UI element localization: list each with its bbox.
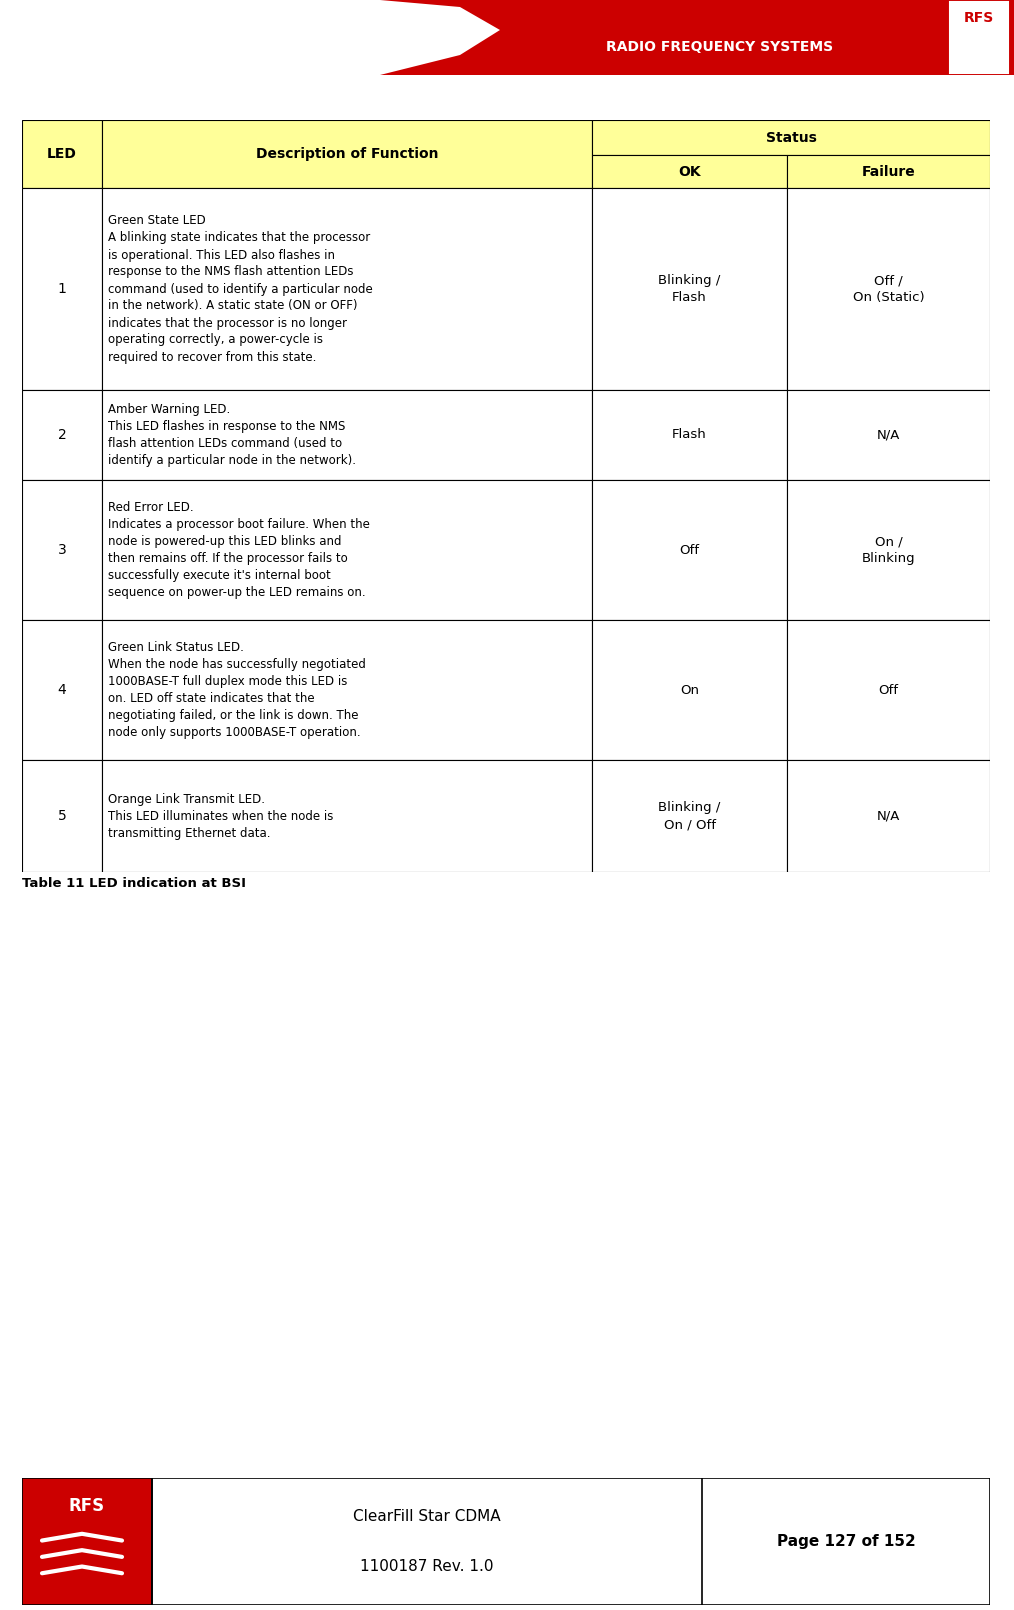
- Text: N/A: N/A: [877, 428, 900, 441]
- Text: ~~: ~~: [969, 55, 989, 66]
- Text: ClearFill Star CDMA: ClearFill Star CDMA: [353, 1509, 501, 1523]
- Bar: [592, 188, 787, 390]
- Bar: [22, 1478, 152, 1605]
- Bar: [787, 155, 990, 188]
- Text: LED: LED: [47, 147, 77, 161]
- Bar: [102, 188, 592, 390]
- Text: 2: 2: [58, 428, 66, 443]
- Bar: [22, 760, 102, 873]
- Polygon shape: [0, 0, 500, 76]
- Text: Green Link Status LED.
When the node has successfully negotiated
1000BASE-T full: Green Link Status LED. When the node has…: [108, 641, 366, 739]
- Bar: [787, 188, 990, 390]
- Text: Orange Link Transmit LED.
This LED illuminates when the node is
transmitting Eth: Orange Link Transmit LED. This LED illum…: [108, 792, 334, 839]
- Text: Blinking /
Flash: Blinking / Flash: [658, 274, 721, 304]
- Text: On: On: [680, 684, 699, 697]
- Text: Failure: Failure: [862, 164, 916, 179]
- Text: OK: OK: [678, 164, 701, 179]
- Bar: [22, 188, 102, 390]
- Text: Flash: Flash: [672, 428, 707, 441]
- Text: Amber Warning LED.
This LED flashes in response to the NMS
flash attention LEDs : Amber Warning LED. This LED flashes in r…: [108, 402, 356, 467]
- Bar: [22, 121, 102, 188]
- Bar: [592, 760, 787, 873]
- Text: Off /
On (Static): Off / On (Static): [853, 274, 925, 304]
- Text: 3: 3: [58, 543, 66, 557]
- Text: Description of Function: Description of Function: [256, 147, 438, 161]
- Text: Status: Status: [766, 130, 816, 145]
- Text: Page 127 of 152: Page 127 of 152: [777, 1534, 916, 1549]
- Text: Green State LED
A blinking state indicates that the processor
is operational. Th: Green State LED A blinking state indicat…: [108, 214, 373, 364]
- Text: Table 11 LED indication at BSI: Table 11 LED indication at BSI: [22, 877, 246, 890]
- Bar: [950, 2, 1008, 72]
- Text: Blinking /
On / Off: Blinking / On / Off: [658, 802, 721, 831]
- Text: RADIO FREQUENCY SYSTEMS: RADIO FREQUENCY SYSTEMS: [606, 40, 834, 55]
- Bar: [787, 480, 990, 620]
- Bar: [102, 620, 592, 760]
- Bar: [787, 760, 990, 873]
- Bar: [787, 390, 990, 480]
- Bar: [22, 620, 102, 760]
- Text: 5: 5: [58, 808, 66, 823]
- Text: Off: Off: [878, 684, 898, 697]
- Text: 1: 1: [58, 282, 67, 296]
- Bar: [592, 155, 787, 188]
- Bar: [592, 121, 990, 155]
- Bar: [22, 480, 102, 620]
- Text: Off: Off: [679, 544, 700, 557]
- Bar: [102, 121, 592, 188]
- Text: RFS: RFS: [964, 11, 994, 24]
- Text: ~~: ~~: [969, 43, 989, 53]
- Bar: [102, 390, 592, 480]
- Bar: [592, 390, 787, 480]
- Text: RFS: RFS: [69, 1497, 105, 1515]
- Bar: [592, 620, 787, 760]
- Bar: [787, 620, 990, 760]
- Bar: [22, 390, 102, 480]
- Bar: [102, 760, 592, 873]
- Text: On /
Blinking: On / Blinking: [862, 535, 916, 565]
- Text: N/A: N/A: [877, 810, 900, 823]
- Text: 1100187 Rev. 1.0: 1100187 Rev. 1.0: [360, 1560, 494, 1575]
- Bar: [592, 480, 787, 620]
- Bar: [102, 480, 592, 620]
- Text: 4: 4: [58, 683, 66, 697]
- Text: Red Error LED.
Indicates a processor boot failure. When the
node is powered-up t: Red Error LED. Indicates a processor boo…: [108, 501, 370, 599]
- Text: ~~: ~~: [969, 31, 989, 42]
